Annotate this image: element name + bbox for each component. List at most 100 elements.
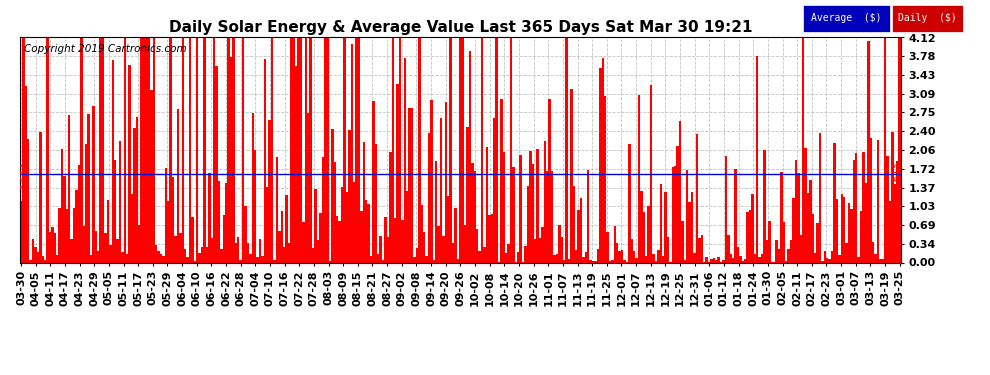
Text: 1.613: 1.613: [891, 160, 901, 188]
Bar: [698, 238, 701, 262]
Bar: [814, 254, 817, 262]
Bar: [575, 251, 577, 262]
Bar: [56, 255, 58, 262]
Bar: [558, 225, 560, 262]
Bar: [404, 58, 406, 262]
Bar: [473, 171, 476, 262]
Bar: [73, 208, 75, 262]
Bar: [577, 210, 580, 262]
Bar: [35, 247, 37, 262]
Bar: [78, 165, 80, 262]
Bar: [394, 218, 396, 262]
Bar: [447, 196, 449, 262]
Bar: [822, 261, 824, 262]
Bar: [855, 153, 857, 262]
Bar: [621, 250, 624, 262]
Bar: [124, 38, 126, 262]
Bar: [360, 211, 362, 262]
Text: Daily  ($): Daily ($): [898, 13, 957, 23]
Bar: [860, 210, 862, 262]
Bar: [191, 217, 194, 262]
Bar: [324, 38, 327, 262]
Bar: [864, 183, 867, 262]
Bar: [546, 171, 548, 262]
Bar: [344, 38, 346, 262]
Bar: [710, 259, 713, 262]
Bar: [686, 170, 688, 262]
Bar: [370, 256, 372, 262]
Bar: [847, 203, 850, 262]
Bar: [143, 38, 146, 262]
Bar: [216, 66, 218, 262]
Bar: [126, 254, 129, 262]
Bar: [534, 239, 537, 262]
Bar: [261, 256, 263, 262]
Bar: [357, 38, 360, 262]
Bar: [681, 221, 684, 262]
Bar: [278, 231, 280, 262]
Bar: [652, 254, 654, 262]
Bar: [742, 261, 744, 262]
Bar: [99, 38, 102, 262]
Bar: [273, 260, 275, 262]
Bar: [594, 261, 597, 262]
Bar: [136, 117, 138, 262]
Bar: [560, 237, 563, 262]
Bar: [713, 258, 715, 262]
Bar: [75, 190, 78, 262]
Bar: [824, 251, 826, 262]
Bar: [290, 38, 293, 262]
Bar: [701, 235, 703, 262]
Bar: [247, 243, 249, 262]
Bar: [602, 58, 604, 262]
Bar: [488, 215, 490, 262]
Bar: [332, 129, 334, 262]
Bar: [763, 150, 765, 262]
Bar: [112, 60, 114, 262]
Bar: [49, 232, 51, 262]
Bar: [285, 195, 288, 262]
Bar: [179, 233, 181, 262]
Bar: [544, 141, 546, 262]
Bar: [539, 238, 542, 262]
Bar: [624, 260, 626, 262]
Bar: [107, 200, 109, 262]
Bar: [295, 66, 297, 262]
Bar: [312, 248, 314, 262]
Bar: [565, 38, 568, 262]
Bar: [150, 90, 152, 262]
Bar: [451, 243, 454, 262]
Bar: [406, 191, 409, 262]
Bar: [867, 40, 869, 262]
Bar: [392, 38, 394, 262]
Bar: [857, 257, 860, 262]
Bar: [138, 225, 141, 262]
Bar: [242, 38, 245, 262]
Bar: [599, 68, 602, 262]
Bar: [148, 38, 150, 262]
Bar: [836, 199, 839, 262]
Bar: [659, 184, 662, 262]
Bar: [379, 236, 382, 262]
Bar: [471, 163, 473, 262]
Bar: [688, 202, 691, 262]
Bar: [445, 102, 447, 262]
Bar: [874, 254, 877, 262]
Bar: [352, 182, 355, 262]
Text: 1.614: 1.614: [20, 160, 30, 188]
Bar: [891, 132, 894, 262]
Bar: [780, 172, 783, 262]
Bar: [365, 200, 367, 262]
Bar: [476, 229, 478, 262]
Bar: [319, 213, 322, 262]
Bar: [542, 227, 544, 262]
Bar: [25, 86, 27, 262]
Bar: [589, 260, 592, 262]
Bar: [850, 209, 852, 262]
Bar: [449, 38, 451, 262]
Bar: [505, 253, 508, 262]
Bar: [555, 254, 558, 262]
Bar: [152, 38, 155, 262]
Bar: [423, 232, 426, 262]
Bar: [512, 167, 515, 262]
